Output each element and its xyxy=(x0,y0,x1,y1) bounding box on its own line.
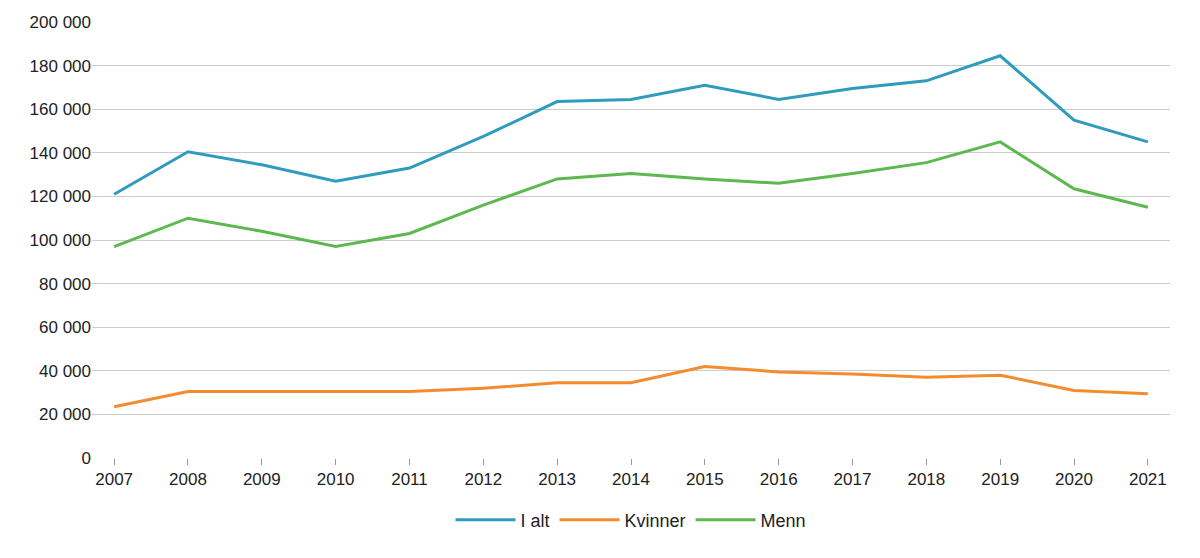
svg-text:2018: 2018 xyxy=(907,470,945,489)
svg-text:2009: 2009 xyxy=(243,470,281,489)
svg-text:2017: 2017 xyxy=(834,470,872,489)
svg-text:2007: 2007 xyxy=(95,470,133,489)
svg-text:2020: 2020 xyxy=(1055,470,1093,489)
svg-text:Menn: Menn xyxy=(761,511,806,531)
svg-text:60 000: 60 000 xyxy=(39,318,91,337)
svg-text:20 000: 20 000 xyxy=(39,405,91,424)
svg-text:40 000: 40 000 xyxy=(39,362,91,381)
svg-text:2014: 2014 xyxy=(612,470,650,489)
svg-text:180 000: 180 000 xyxy=(30,57,91,76)
svg-text:100 000: 100 000 xyxy=(30,231,91,250)
svg-text:200 000: 200 000 xyxy=(30,13,91,32)
svg-text:2012: 2012 xyxy=(464,470,502,489)
svg-text:2013: 2013 xyxy=(538,470,576,489)
svg-text:2016: 2016 xyxy=(760,470,798,489)
svg-text:120 000: 120 000 xyxy=(30,187,91,206)
svg-text:0: 0 xyxy=(82,449,91,468)
svg-text:Kvinner: Kvinner xyxy=(625,511,686,531)
svg-text:2008: 2008 xyxy=(169,470,207,489)
svg-text:2021: 2021 xyxy=(1129,470,1167,489)
svg-text:2010: 2010 xyxy=(317,470,355,489)
svg-text:140 000: 140 000 xyxy=(30,144,91,163)
svg-text:160 000: 160 000 xyxy=(30,100,91,119)
svg-text:I alt: I alt xyxy=(521,511,550,531)
svg-text:2011: 2011 xyxy=(391,470,428,489)
svg-text:80 000: 80 000 xyxy=(39,275,91,294)
svg-text:2019: 2019 xyxy=(981,470,1019,489)
svg-text:2015: 2015 xyxy=(686,470,724,489)
